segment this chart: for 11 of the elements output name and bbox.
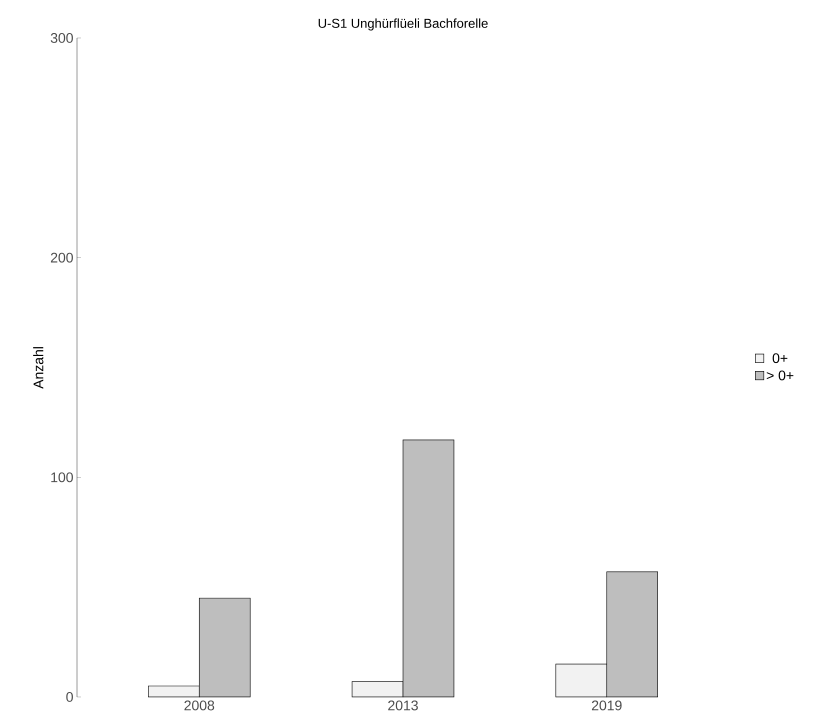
x-tick-label: 2013 — [388, 700, 418, 710]
y-tick-label: 100 — [51, 472, 73, 482]
legend-label: > 0+ — [766, 370, 794, 380]
x-tick-label: 2019 — [592, 700, 622, 710]
y-axis-title: Anzahl — [33, 347, 44, 389]
legend-label: 0+ — [772, 353, 788, 364]
chart-title: U-S1 Unghürflüeli Bachforelle — [318, 18, 488, 30]
y-tick-label: 200 — [50, 252, 73, 263]
x-tick-label: 2008 — [184, 700, 214, 710]
y-tick-label: 300 — [50, 33, 73, 43]
y-tick-label: 0 — [66, 692, 73, 702]
